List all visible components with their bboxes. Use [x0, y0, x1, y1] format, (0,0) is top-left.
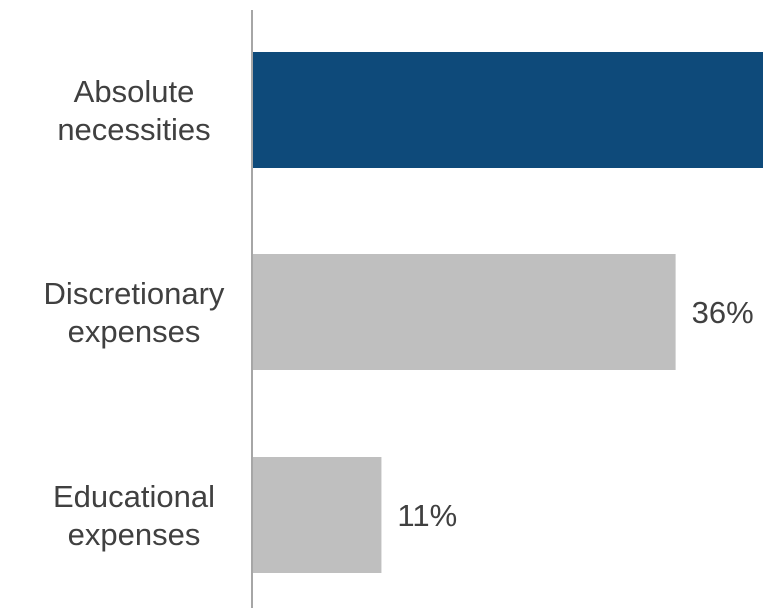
- category-label-2: Discretionary expenses: [44, 276, 225, 349]
- category-label-1: Absolute necessities: [57, 74, 210, 147]
- category-label-line: Absolute: [74, 74, 195, 109]
- category-label-line: Educational: [53, 479, 215, 514]
- value-label-2: 36%: [692, 295, 754, 330]
- bar-1: [252, 52, 763, 168]
- category-label-line: Discretionary: [44, 276, 225, 311]
- category-label-line: expenses: [68, 517, 201, 552]
- value-label-3: 11%: [397, 498, 457, 533]
- bar-3: [252, 457, 382, 573]
- bar-2: [252, 254, 676, 370]
- category-label-line: necessities: [57, 112, 210, 147]
- bars-group: [252, 52, 763, 573]
- category-label-3: Educational expenses: [53, 479, 215, 552]
- value-labels-group: 52%36%11%: [397, 295, 754, 533]
- category-label-line: expenses: [68, 314, 201, 349]
